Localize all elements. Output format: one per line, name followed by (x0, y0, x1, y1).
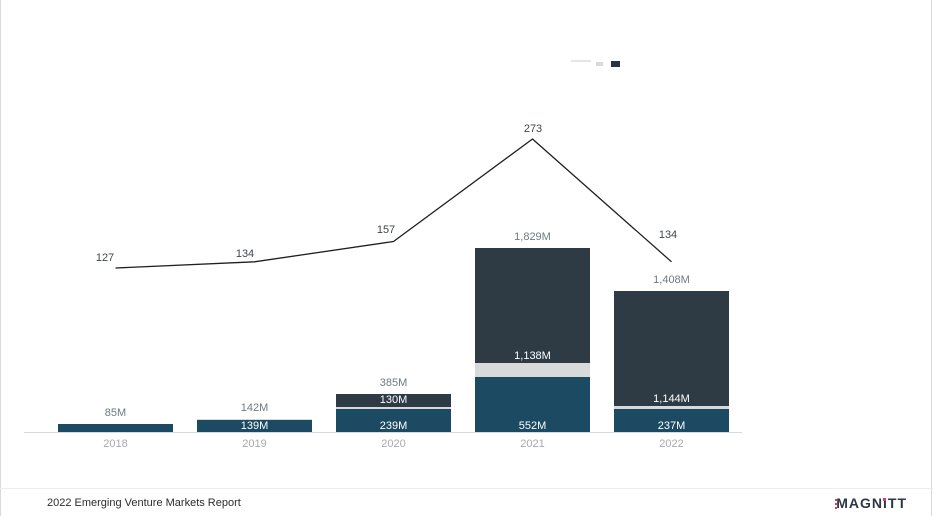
bar-segment-bottom-segment-2021 (475, 377, 590, 433)
legend-navy-swatch (611, 61, 620, 67)
bar-total-label-2020: 385M (379, 377, 408, 390)
bar-segment-label-2020: 239M (379, 419, 408, 432)
bar-segment-label-2021: 552M (518, 419, 547, 432)
bar-total-label-2019: 142M (240, 401, 269, 414)
legend-line-swatch (571, 60, 591, 62)
logo-text-part1: MAGN (836, 495, 883, 511)
slide-left-border (0, 0, 1, 516)
bar-segment-label-2022: 1,144M (653, 392, 690, 405)
bar-segment-label-2021: 1,138M (514, 349, 551, 362)
bar-segment-label-2020: 130M (379, 393, 408, 406)
bar-segment-label-2019: 139M (240, 419, 269, 432)
x-axis-label-2022: 2022 (659, 438, 684, 450)
footer-divider (0, 488, 933, 489)
slide-right-border (931, 0, 932, 516)
line-value-label-2020: 157 (376, 223, 396, 236)
line-value-label-2021: 273 (523, 122, 543, 135)
x-axis-label-2018: 2018 (103, 438, 128, 450)
bar-segment-top-segment-2022 (614, 290, 729, 407)
bar-total-label-2021: 1,829M (514, 231, 551, 243)
legend-gray-swatch (596, 62, 603, 66)
bar-segment-bottom-segment-2019 (197, 418, 312, 433)
bar-segment-middle-segment-2021 (475, 363, 590, 378)
bar-segment-top-segment-2021 (475, 248, 590, 364)
bar-segment-top-segment-2020 (336, 394, 451, 408)
x-axis-label-2019: 2019 (242, 438, 267, 450)
line-value-label-2019: 134 (235, 247, 255, 260)
logo-text-part3: TT (887, 495, 907, 511)
bar-total-label-2022: 1,408M (653, 273, 690, 286)
logo-i-letter: i (883, 495, 888, 511)
bar-segment-label-2022: 237M (657, 419, 686, 432)
bar-segment-middle-segment-2022 (614, 406, 729, 410)
footer-report-title: 2022 Emerging Venture Markets Report (47, 497, 241, 509)
bar-segment-middle-segment-2020 (336, 407, 451, 409)
x-axis-label-2020: 2020 (381, 438, 406, 450)
bar-total-label-2018: 85M (104, 407, 127, 420)
x-axis-baseline (24, 432, 742, 433)
x-axis-label-2021: 2021 (520, 438, 545, 450)
bar-segment-bottom-segment-2020 (336, 408, 451, 433)
bar-segment-bottom-segment-2022 (614, 409, 729, 433)
line-value-label-2018: 127 (95, 252, 115, 264)
magnitt-logo: MAGNiTT (832, 495, 907, 511)
bar-segment-bottom-segment-2018 (58, 424, 173, 433)
line-value-label-2022: 134 (658, 228, 678, 241)
